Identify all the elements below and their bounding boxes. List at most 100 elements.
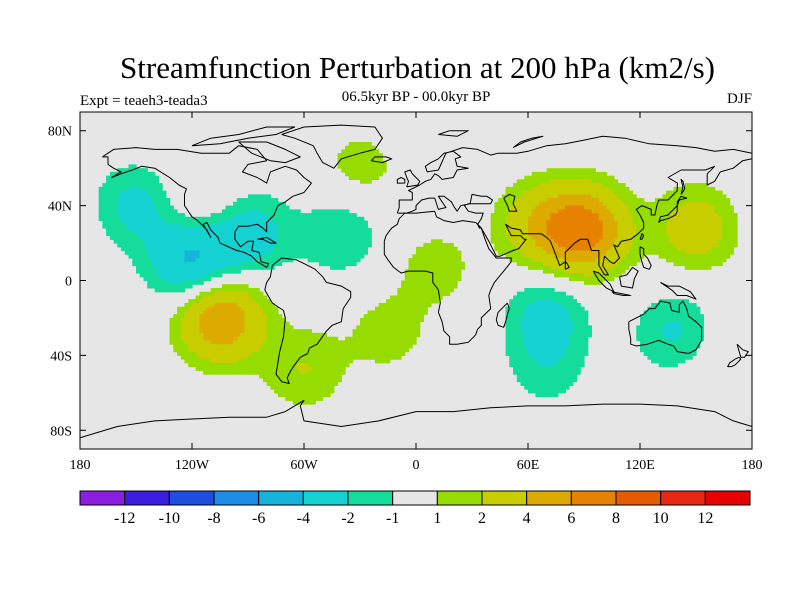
field-cell — [337, 243, 342, 248]
field-cell — [236, 336, 242, 341]
field-cell — [524, 239, 529, 244]
field-cell — [240, 336, 245, 341]
field-cell — [150, 231, 156, 237]
field-cell — [296, 216, 301, 222]
field-cell — [602, 213, 607, 218]
field-cell — [640, 321, 645, 326]
field-cell — [654, 243, 660, 248]
field-cell — [214, 321, 219, 326]
field-cell — [162, 198, 167, 203]
field-cell — [121, 224, 126, 229]
field-cell — [277, 332, 283, 338]
field-cell — [218, 303, 223, 308]
field-cell — [274, 258, 279, 263]
field-cell — [158, 220, 163, 225]
field-cell — [311, 258, 316, 263]
field-cell — [666, 325, 671, 330]
field-cell — [128, 205, 133, 210]
field-cell — [643, 314, 648, 319]
field-cell — [132, 228, 137, 233]
field-cell — [505, 243, 510, 248]
field-cell — [535, 258, 540, 263]
field-cell — [666, 201, 671, 207]
field-cell — [576, 347, 581, 353]
field-cell — [449, 246, 454, 252]
field-cell — [696, 228, 701, 233]
field-cell — [669, 351, 675, 356]
field-cell — [584, 171, 589, 177]
field-cell — [516, 295, 522, 300]
field-cell — [150, 273, 156, 278]
field-cell — [244, 366, 249, 371]
field-cell — [654, 250, 660, 255]
field-cell — [307, 250, 312, 255]
field-cell — [386, 355, 391, 360]
field-cell — [150, 254, 156, 259]
field-cell — [565, 359, 570, 364]
field-cell — [318, 258, 324, 263]
field-cell — [561, 246, 566, 252]
field-cell — [528, 336, 533, 341]
field-cell — [195, 351, 200, 356]
field-cell — [203, 276, 208, 282]
field-cell — [322, 336, 327, 341]
field-cell — [430, 269, 436, 274]
field-cell — [300, 250, 305, 255]
field-cell — [203, 366, 208, 371]
field-cell — [565, 332, 570, 338]
field-cell — [229, 209, 234, 214]
field-cell — [561, 340, 566, 345]
field-cell — [404, 280, 410, 285]
field-cell — [516, 258, 522, 263]
field-cell — [725, 220, 731, 225]
field-cell — [673, 317, 678, 323]
field-cell — [251, 303, 256, 308]
field-cell — [352, 160, 357, 165]
field-cell — [236, 295, 242, 300]
field-cell — [229, 317, 234, 323]
field-cell — [423, 246, 428, 252]
field-cell — [699, 258, 704, 263]
field-cell — [546, 231, 551, 237]
field-cell — [684, 228, 690, 233]
field-cell — [341, 235, 346, 240]
field-cell — [356, 149, 361, 154]
field-cell — [173, 325, 178, 330]
field-cell — [688, 186, 693, 192]
field-cell — [311, 235, 316, 240]
field-cell — [233, 213, 238, 218]
field-cell — [229, 235, 234, 240]
field-cell — [154, 250, 159, 255]
field-cell — [233, 359, 238, 364]
field-cell — [647, 201, 652, 207]
field-cell — [270, 198, 275, 203]
field-cell — [150, 175, 156, 180]
field-cell — [531, 329, 536, 334]
field-cell — [531, 224, 536, 229]
field-cell — [266, 329, 271, 334]
field-cell — [382, 303, 387, 308]
field-cell — [203, 340, 208, 345]
field-cell — [214, 243, 219, 248]
field-cell — [524, 186, 529, 192]
field-cell — [352, 355, 357, 360]
field-cell — [203, 250, 208, 255]
field-cell — [561, 299, 566, 304]
field-cell — [311, 355, 316, 360]
field-cell — [188, 310, 193, 315]
field-cell — [584, 186, 589, 192]
field-cell — [647, 325, 652, 330]
field-cell — [382, 347, 387, 353]
field-cell — [628, 246, 634, 252]
field-cell — [602, 224, 607, 229]
field-cell — [244, 370, 249, 375]
field-cell — [259, 332, 264, 338]
field-cell — [289, 254, 294, 259]
field-cell — [539, 291, 544, 296]
field-cell — [613, 216, 619, 222]
field-cell — [180, 329, 186, 334]
field-cell — [262, 355, 268, 360]
field-cell — [330, 347, 335, 353]
field-cell — [714, 220, 719, 225]
field-cell — [236, 306, 242, 311]
